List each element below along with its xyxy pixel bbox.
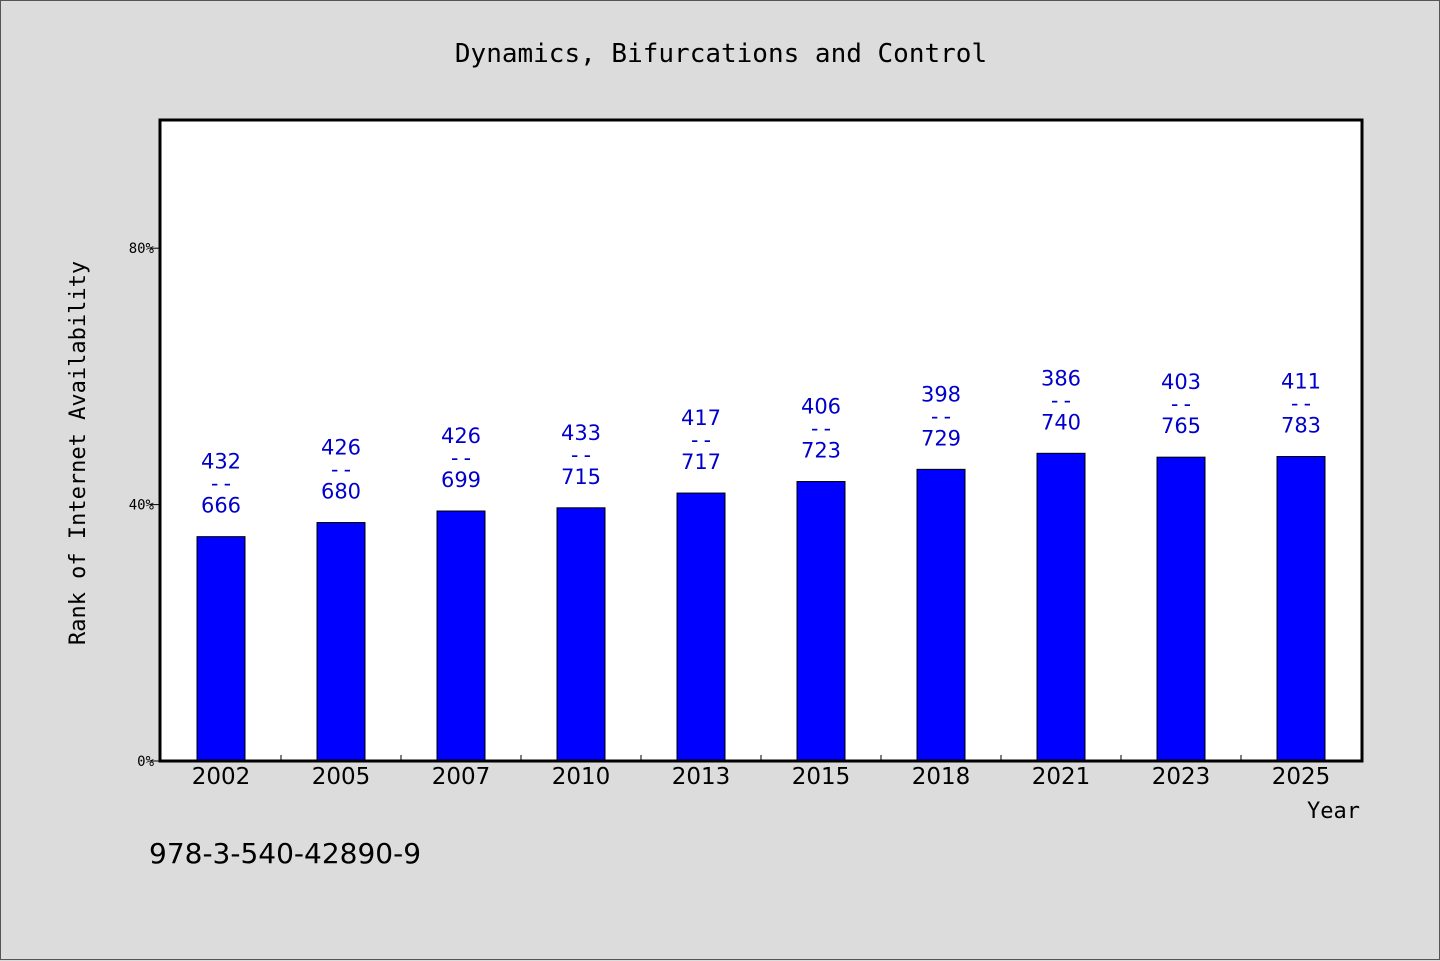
bar-label-bottom: 699 xyxy=(441,468,481,492)
bar-2007 xyxy=(436,510,486,762)
bar-2010 xyxy=(556,507,606,762)
bar-label-top: 433 xyxy=(561,421,601,445)
x-tick-label: 2025 xyxy=(1272,764,1331,790)
x-axis-label: Year xyxy=(1307,799,1360,824)
bar-label-bottom: 783 xyxy=(1281,414,1321,438)
x-tick-label: 2023 xyxy=(1152,764,1211,790)
chart-title: Dynamics, Bifurcations and Control xyxy=(455,39,987,69)
bar-labels-group: 432--666426--680426--699433--715417--717… xyxy=(201,366,1321,517)
x-tick-label: 2007 xyxy=(432,764,491,790)
y-tick-label: 40% xyxy=(129,498,155,514)
bar-label-top: 386 xyxy=(1041,366,1081,390)
x-tick-label: 2005 xyxy=(312,764,371,790)
bar-2002 xyxy=(196,536,246,762)
x-tick-label: 2002 xyxy=(192,764,251,790)
bar-label-bottom: 723 xyxy=(801,439,841,463)
bar-label-bottom: 740 xyxy=(1041,410,1081,434)
x-tick-label: 2021 xyxy=(1032,764,1091,790)
bar-label-top: 426 xyxy=(441,424,481,448)
bar-label-top: 417 xyxy=(681,406,721,430)
bar-label-top: 411 xyxy=(1281,370,1321,394)
bar-label-bottom: 680 xyxy=(321,480,361,504)
bar-label-bottom: 765 xyxy=(1161,414,1201,438)
bar-label-sep: -- xyxy=(208,472,233,496)
bar-label-sep: -- xyxy=(448,446,473,470)
y-tick-label: 80% xyxy=(129,241,155,257)
bar-label-bottom: 717 xyxy=(681,450,721,474)
bar-label-sep: -- xyxy=(328,458,353,482)
x-tick-label: 2010 xyxy=(552,764,611,790)
bar-label-sep: -- xyxy=(1288,392,1313,416)
y-tick-label: 0% xyxy=(137,754,154,770)
x-ticks-group: 2002 2005 2007 2010 2013 2015 2018 2021 2023 2025 xyxy=(192,755,1331,790)
bar-label-sep: -- xyxy=(808,417,833,441)
x-tick-label: 2013 xyxy=(672,764,731,790)
bar-2005 xyxy=(316,522,366,762)
bar-label-sep: -- xyxy=(928,404,953,428)
plot-border xyxy=(158,118,1364,763)
bar-2015 xyxy=(796,481,846,762)
x-tick-label: 2015 xyxy=(792,764,851,790)
y-axis-label: Rank of Internet Availability xyxy=(66,261,91,645)
bar-label-sep: -- xyxy=(568,443,593,467)
bar-label-sep: -- xyxy=(1048,388,1073,412)
bars-group xyxy=(196,452,1326,762)
bar-label-sep: -- xyxy=(1168,392,1193,416)
bar-2025 xyxy=(1276,456,1326,762)
bar-2021 xyxy=(1036,452,1086,762)
bar-label-top: 398 xyxy=(921,382,961,406)
bar-2013 xyxy=(676,492,726,762)
bar-label-top: 403 xyxy=(1161,370,1201,394)
bar-2023 xyxy=(1156,456,1206,762)
bar-label-top: 406 xyxy=(801,395,841,419)
bar-label-bottom: 729 xyxy=(921,426,961,450)
bar-2018 xyxy=(916,468,966,762)
bar-label-bottom: 666 xyxy=(201,494,241,518)
bar-label-bottom: 715 xyxy=(561,465,601,489)
bar-label-top: 432 xyxy=(201,450,241,474)
bar-label-top: 426 xyxy=(321,436,361,460)
x-tick-label: 2018 xyxy=(912,764,971,790)
y-ticks-group: 0% 40% 80% xyxy=(129,241,160,770)
bar-label-sep: -- xyxy=(688,428,713,452)
footer-code: 978-3-540-42890-9 xyxy=(149,837,421,870)
